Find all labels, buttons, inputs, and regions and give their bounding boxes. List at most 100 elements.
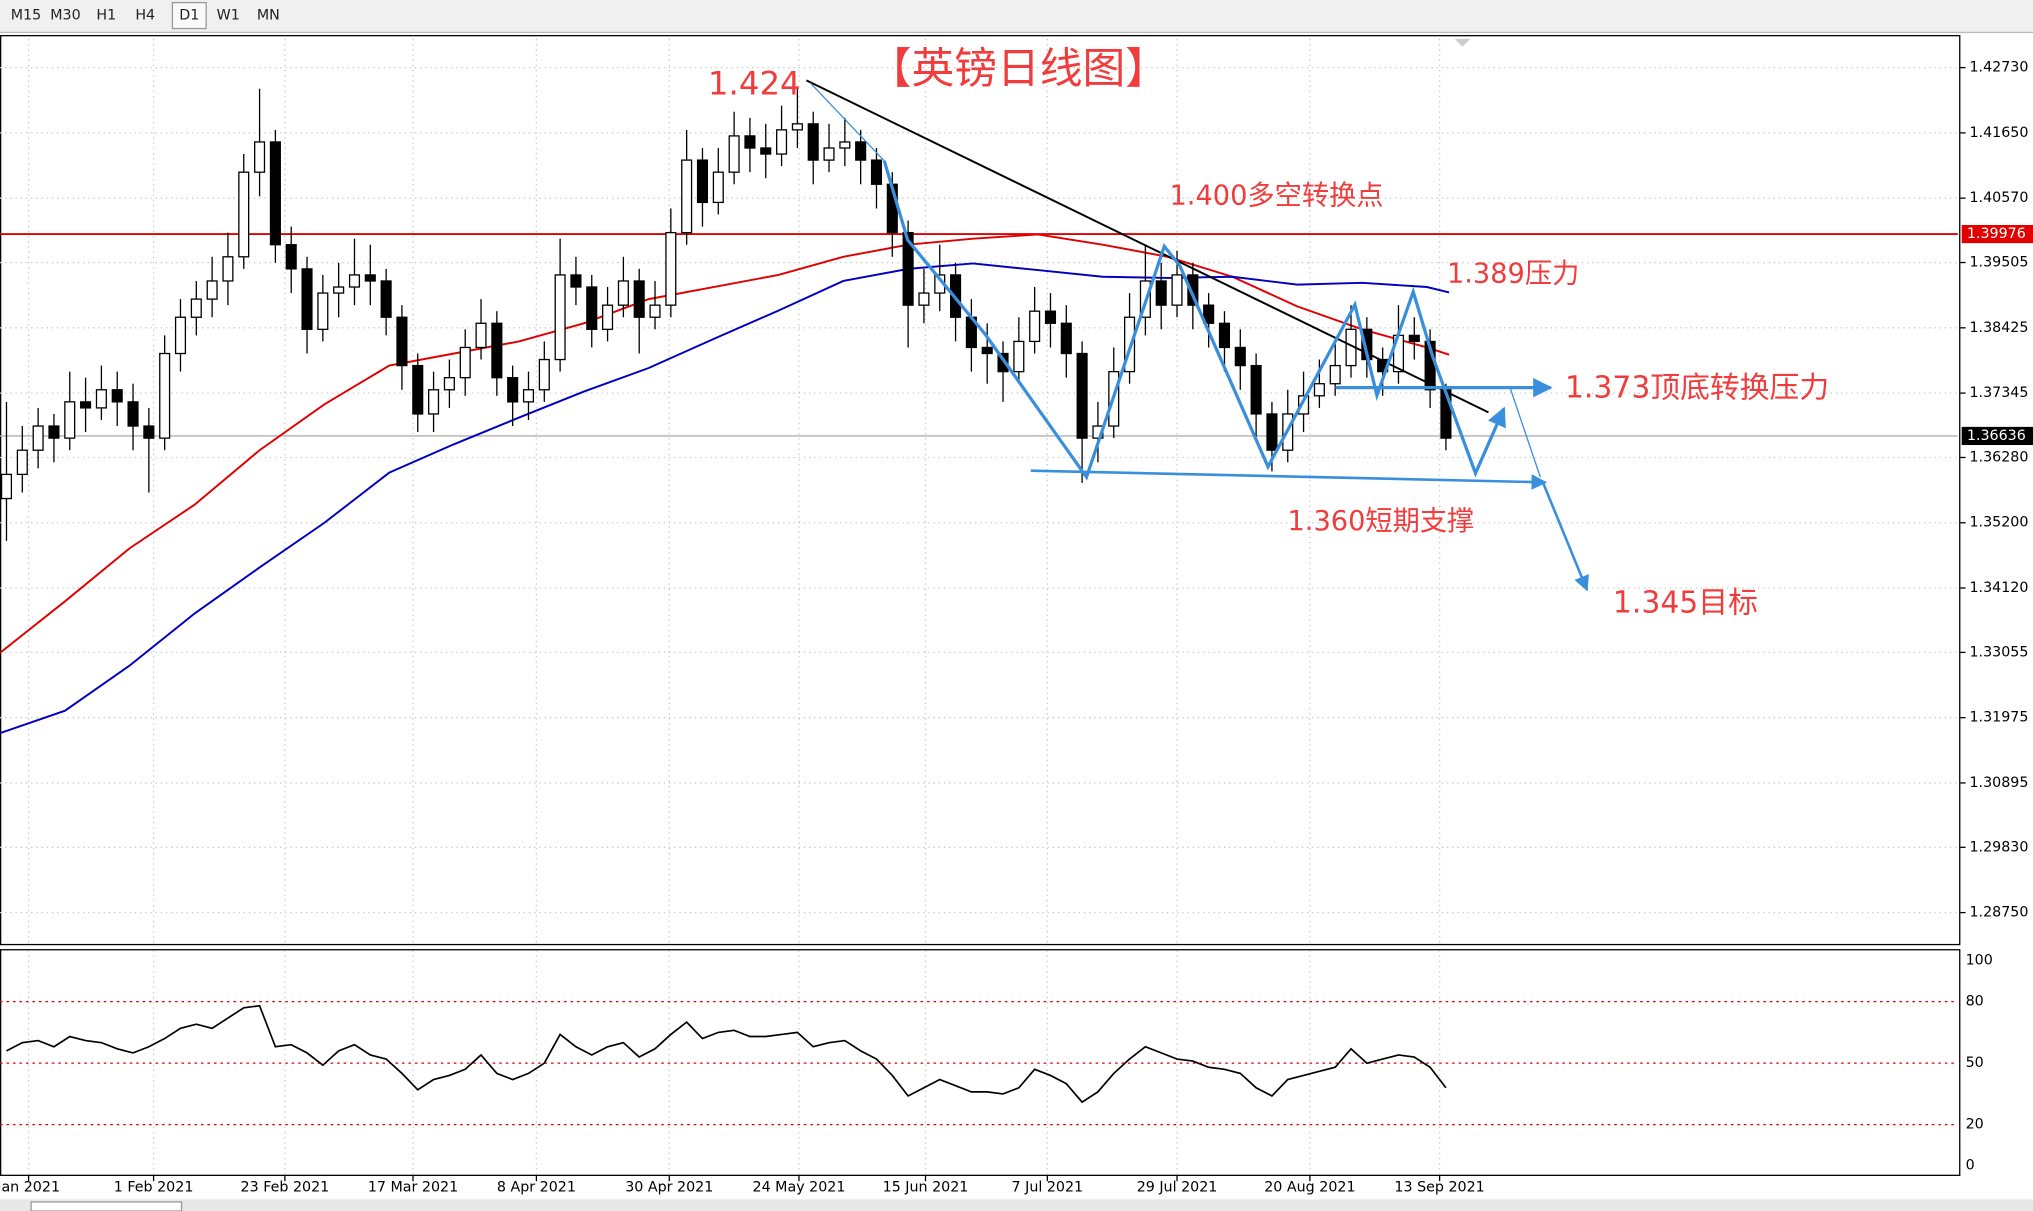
timeframe-button[interactable] [45, 2, 86, 29]
grid [0, 38, 1958, 1175]
x-tick-label: 24 May 2021 [753, 1180, 846, 1196]
candle-body [823, 147, 835, 161]
x-tick-label: 20 Aug 2021 [1264, 1180, 1355, 1196]
annotation: 1.345目标 [1613, 586, 1758, 621]
candle-body [1266, 413, 1278, 451]
toolbar [0, 0, 2033, 33]
moving-average [0, 233, 1450, 654]
timeframe-button[interactable] [211, 2, 246, 29]
candle-body [538, 358, 550, 391]
annotation: 1.424 [708, 65, 801, 103]
candle-body [174, 316, 187, 355]
candle-body [95, 389, 107, 409]
timeframe-button[interactable] [171, 1, 207, 30]
trend-line [806, 79, 1489, 414]
y-tick-label: 1.28750 [1969, 905, 2028, 921]
y-tick-label: 1.41650 [1969, 125, 2028, 141]
candle-body [681, 159, 693, 234]
candle-body [222, 256, 234, 282]
axis-labels: 1.42730 1.41650 1.40570 1.39505 1.38425 1.373… [0, 60, 2033, 1196]
rsi-tick-label: 50 [1966, 1055, 1984, 1071]
candle-body [870, 159, 883, 185]
candle-body [1234, 346, 1246, 367]
candle-body [0, 473, 13, 500]
candle-body [776, 129, 788, 155]
timeframe-label[interactable]: W1 [217, 8, 240, 24]
x-tick-label: Jan 2021 [0, 1180, 60, 1196]
target-arrow [1541, 481, 1589, 592]
timeframe-label[interactable]: M30 [50, 8, 80, 24]
timeframe-button[interactable] [250, 2, 287, 29]
candle-body [1155, 280, 1167, 306]
candle-body [475, 322, 487, 349]
timeframe-label[interactable]: H4 [135, 8, 155, 24]
x-tick-label: 30 Apr 2021 [625, 1180, 713, 1196]
candle-body [1313, 383, 1325, 397]
candle-body [206, 280, 218, 300]
candle-body [807, 123, 819, 161]
candle-body [301, 268, 313, 330]
timeframe-button[interactable] [6, 2, 46, 29]
y-tick-label: 1.33055 [1969, 644, 2028, 660]
annotations: 【英镑日线图】 1.424 1.400多空转换点 1.389压力 1.373顶底… [708, 44, 1829, 621]
rsi-tick-label: 0 [1966, 1158, 1975, 1174]
x-tick-label: 1 Feb 2021 [114, 1180, 194, 1196]
candle-body [254, 141, 266, 173]
timeframe-button[interactable] [128, 2, 163, 29]
candle-body [1076, 352, 1088, 439]
timeframe-button[interactable] [89, 2, 124, 29]
y-tick-label: 1.42730 [1969, 60, 2028, 76]
plot [0, 87, 1958, 1104]
candle-body [1187, 274, 1199, 306]
timeframe-label[interactable]: M15 [11, 8, 41, 24]
candle-body [80, 401, 92, 409]
candle-body [522, 389, 535, 403]
timeframe-label[interactable]: H1 [96, 8, 116, 24]
candle-body [839, 141, 851, 149]
x-tick-label: 13 Sep 2021 [1394, 1180, 1484, 1196]
candle-body [696, 159, 709, 204]
timeframe-label[interactable]: D1 [179, 8, 199, 24]
candle-body [665, 231, 677, 306]
candle-body [238, 171, 250, 258]
rsi-line [6, 1004, 1447, 1104]
candle-body [1171, 274, 1183, 306]
price-box [1961, 224, 2033, 244]
annotation-title: 【英镑日线图】 [869, 44, 1168, 94]
candle-body [1203, 304, 1215, 324]
moving-average [0, 262, 1450, 734]
candle-body [649, 304, 661, 318]
candle-body [16, 449, 28, 476]
candle-body [617, 280, 629, 306]
candle-body [1329, 364, 1341, 385]
candle-body [143, 425, 155, 439]
candle-body [396, 316, 408, 367]
candle-body [443, 377, 455, 391]
y-tick-label: 1.39505 [1969, 255, 2028, 271]
candle-body [997, 352, 1009, 373]
rsi-tick-label: 20 [1966, 1117, 1984, 1133]
y-tick-label: 1.37345 [1969, 385, 2028, 401]
candle-body [1250, 364, 1262, 415]
candle-body [633, 280, 645, 318]
price-panel [0, 35, 1961, 946]
y-tick-label: 1.35200 [1969, 515, 2028, 531]
timeframe-label[interactable]: MN [257, 8, 280, 24]
candle-body [744, 135, 756, 149]
candle-body [127, 401, 139, 427]
candle-body [364, 274, 376, 282]
candle-body [570, 274, 582, 288]
chart-tab[interactable] [30, 1201, 183, 1211]
candle-body [918, 292, 930, 306]
x-tick-label: 23 Feb 2021 [241, 1180, 330, 1196]
candle-body [348, 274, 361, 288]
rsi-tick-label: 100 [1966, 953, 1993, 969]
candle-body [428, 389, 440, 415]
rsi-tick-label: 80 [1966, 994, 1984, 1010]
candle-body [285, 244, 297, 270]
candle-body [728, 135, 740, 173]
y-tick-label: 1.34120 [1969, 580, 2028, 596]
tab-strip [0, 1199, 2033, 1211]
